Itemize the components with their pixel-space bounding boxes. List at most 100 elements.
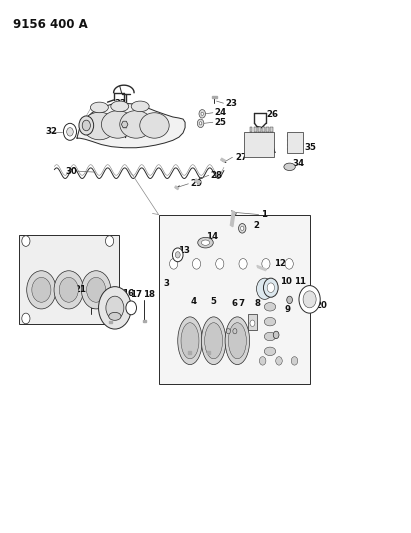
Text: 24: 24	[215, 108, 226, 117]
Ellipse shape	[264, 317, 276, 326]
Circle shape	[54, 271, 83, 309]
Ellipse shape	[181, 322, 199, 359]
Text: 12: 12	[274, 260, 286, 268]
Circle shape	[238, 223, 246, 233]
Text: 6: 6	[231, 299, 237, 308]
Text: 8: 8	[254, 299, 261, 308]
Circle shape	[201, 112, 203, 115]
Circle shape	[259, 357, 266, 365]
Text: 26: 26	[266, 110, 278, 119]
Circle shape	[299, 286, 320, 313]
Text: 23: 23	[225, 99, 237, 108]
Polygon shape	[175, 186, 178, 190]
Text: 10: 10	[280, 277, 292, 286]
Text: 14: 14	[206, 232, 218, 241]
Ellipse shape	[140, 113, 169, 138]
Text: 25: 25	[215, 118, 226, 127]
Circle shape	[82, 120, 90, 131]
Circle shape	[240, 226, 244, 230]
Circle shape	[59, 277, 79, 302]
Text: 3: 3	[164, 279, 170, 288]
Bar	[248, 314, 257, 330]
Bar	[18, 235, 118, 324]
Ellipse shape	[109, 312, 121, 320]
Ellipse shape	[284, 163, 296, 171]
Ellipse shape	[83, 112, 115, 140]
Polygon shape	[207, 351, 210, 354]
Ellipse shape	[131, 101, 149, 112]
Circle shape	[106, 296, 124, 319]
Ellipse shape	[178, 317, 202, 365]
Ellipse shape	[90, 102, 109, 113]
Polygon shape	[194, 179, 201, 184]
Text: 7: 7	[238, 299, 245, 308]
Text: 13: 13	[178, 246, 190, 255]
Ellipse shape	[111, 101, 129, 112]
Text: 19: 19	[115, 312, 127, 321]
Text: 33: 33	[111, 125, 123, 134]
Circle shape	[106, 313, 114, 324]
Circle shape	[273, 331, 279, 338]
Text: 9156 400 A: 9156 400 A	[13, 18, 88, 31]
Text: 34 A: 34 A	[254, 147, 275, 156]
Circle shape	[22, 236, 30, 246]
Text: 21: 21	[74, 285, 86, 294]
Text: 32: 32	[46, 127, 58, 136]
Circle shape	[126, 301, 136, 315]
Polygon shape	[121, 121, 128, 127]
Text: 29: 29	[190, 179, 202, 188]
Text: 22: 22	[115, 99, 127, 108]
Polygon shape	[231, 211, 235, 227]
Circle shape	[250, 320, 255, 326]
Circle shape	[285, 259, 293, 269]
Text: 15: 15	[111, 288, 122, 297]
Circle shape	[199, 122, 202, 125]
Text: 35: 35	[304, 143, 316, 152]
Ellipse shape	[120, 111, 152, 138]
Bar	[254, 126, 256, 132]
Bar	[244, 132, 274, 157]
Circle shape	[239, 259, 247, 269]
Ellipse shape	[198, 237, 213, 248]
Circle shape	[216, 259, 224, 269]
Text: 27: 27	[235, 153, 247, 162]
Bar	[159, 215, 309, 384]
Circle shape	[291, 357, 298, 365]
Ellipse shape	[264, 332, 276, 341]
Circle shape	[197, 119, 204, 127]
Ellipse shape	[225, 317, 249, 365]
Circle shape	[79, 116, 94, 135]
Circle shape	[233, 328, 237, 334]
Circle shape	[32, 277, 51, 302]
Polygon shape	[187, 351, 191, 354]
Circle shape	[256, 278, 273, 300]
Circle shape	[27, 271, 56, 309]
Circle shape	[22, 313, 30, 324]
Text: 2: 2	[253, 221, 259, 230]
Circle shape	[67, 127, 73, 136]
Text: 31: 31	[66, 127, 78, 136]
Circle shape	[262, 259, 270, 269]
Text: 18: 18	[143, 290, 155, 299]
Bar	[258, 126, 261, 132]
Circle shape	[87, 277, 106, 302]
Circle shape	[303, 291, 316, 308]
Circle shape	[276, 357, 282, 365]
Polygon shape	[109, 320, 113, 322]
Text: 17: 17	[130, 290, 143, 299]
Ellipse shape	[264, 347, 276, 356]
Bar	[270, 126, 273, 132]
Text: 34: 34	[292, 159, 304, 168]
Ellipse shape	[201, 317, 226, 365]
Polygon shape	[143, 319, 146, 321]
Circle shape	[106, 236, 114, 246]
Circle shape	[170, 259, 178, 269]
Polygon shape	[212, 96, 217, 98]
Bar	[266, 126, 269, 132]
Text: 16: 16	[122, 288, 134, 297]
Bar	[287, 132, 302, 153]
Circle shape	[192, 259, 201, 269]
Circle shape	[199, 110, 206, 118]
Bar	[249, 126, 252, 132]
Circle shape	[263, 278, 278, 297]
